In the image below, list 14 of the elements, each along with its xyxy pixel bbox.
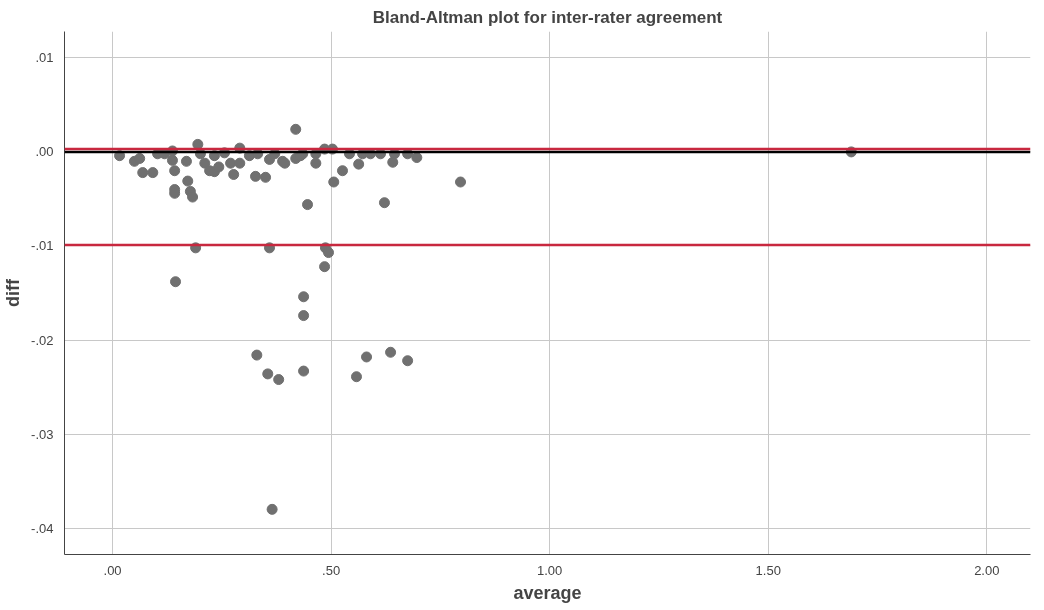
x-tick-label: 1.50 (755, 562, 781, 578)
y-axis-title: diff (3, 278, 24, 307)
x-tick-label: 1.00 (537, 562, 563, 578)
y-tick-label: -.03 (31, 426, 54, 442)
y-tick-label: -.04 (31, 520, 54, 536)
y-tick-label: -.01 (31, 238, 54, 254)
y-tick-label: -.02 (31, 332, 54, 348)
chart-title: Bland-Altman plot for inter-rater agreement (372, 7, 723, 27)
x-tick-label: 2.00 (974, 562, 1000, 578)
x-tick-label: .00 (103, 562, 122, 578)
y-tick-label: .00 (35, 144, 54, 160)
y-tick-label: .01 (35, 50, 54, 66)
x-axis-title: average (513, 582, 582, 603)
x-tick-label: .50 (322, 562, 341, 578)
